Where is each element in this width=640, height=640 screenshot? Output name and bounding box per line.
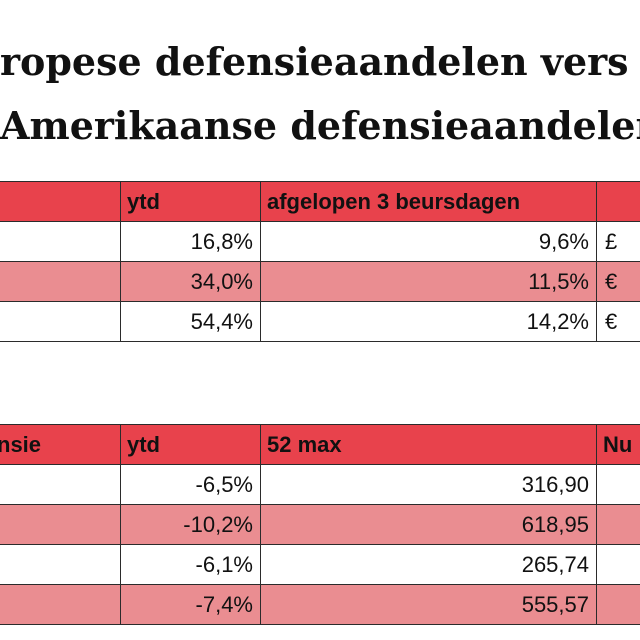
table2-name-cell: [0, 544, 121, 585]
table2-now-cell: [596, 464, 640, 505]
table-row: 34,0% 11,5% €: [0, 261, 640, 302]
table1-3day-cell: 14,2%: [260, 301, 597, 342]
table1-ytd-cell: 16,8%: [120, 221, 261, 262]
table-row: -6,5% 316,90: [0, 464, 640, 505]
table2-name-cell: [0, 584, 121, 625]
table2-header-name: nsie: [0, 424, 121, 465]
table2-header-52max: 52 max: [260, 424, 597, 465]
table-row: -10,2% 618,95: [0, 504, 640, 545]
table-row: -7,4% 555,57: [0, 584, 640, 625]
table2-name-cell: [0, 464, 121, 505]
table1-3day-cell: 9,6%: [260, 221, 597, 262]
table2-ytd-cell: -6,1%: [120, 544, 261, 585]
table2-now-cell: [596, 584, 640, 625]
table1-name-cell: [0, 221, 121, 262]
table2-now-cell: [596, 504, 640, 545]
table1-header-row: ytd afgelopen 3 beursdagen: [0, 181, 640, 222]
table2-ytd-cell: -6,5%: [120, 464, 261, 505]
table2-ytd-cell: -7,4%: [120, 584, 261, 625]
table2-header-now: Nu: [596, 424, 640, 465]
table-row: 54,4% 14,2% €: [0, 301, 640, 342]
table2-52max-cell: 265,74: [260, 544, 597, 585]
table1-3day-cell: 11,5%: [260, 261, 597, 302]
title-line-1: ropese defensieaandelen vers: [0, 40, 629, 84]
table1-name-cell: [0, 301, 121, 342]
table1-currency-cell: €: [596, 301, 640, 342]
table2-52max-cell: 316,90: [260, 464, 597, 505]
title-line-2: Amerikaanse defensieaandelen: [0, 104, 640, 148]
table2-name-cell: [0, 504, 121, 545]
table-row: -6,1% 265,74: [0, 544, 640, 585]
table1-header-ytd: ytd: [120, 181, 261, 222]
table1-name-cell: [0, 261, 121, 302]
table-row: 16,8% 9,6% £: [0, 221, 640, 262]
table1-currency-cell: £: [596, 221, 640, 262]
table2-52max-cell: 618,95: [260, 504, 597, 545]
table2-header-row: nsie ytd 52 max Nu: [0, 424, 640, 465]
table1-header-price: [596, 181, 640, 222]
table1-currency-cell: €: [596, 261, 640, 302]
table2-ytd-cell: -10,2%: [120, 504, 261, 545]
table2-now-cell: [596, 544, 640, 585]
table1-header-name: [0, 181, 121, 222]
table2-header-ytd: ytd: [120, 424, 261, 465]
table1-header-3day: afgelopen 3 beursdagen: [260, 181, 597, 222]
table1-ytd-cell: 54,4%: [120, 301, 261, 342]
table2-52max-cell: 555,57: [260, 584, 597, 625]
table1-ytd-cell: 34,0%: [120, 261, 261, 302]
